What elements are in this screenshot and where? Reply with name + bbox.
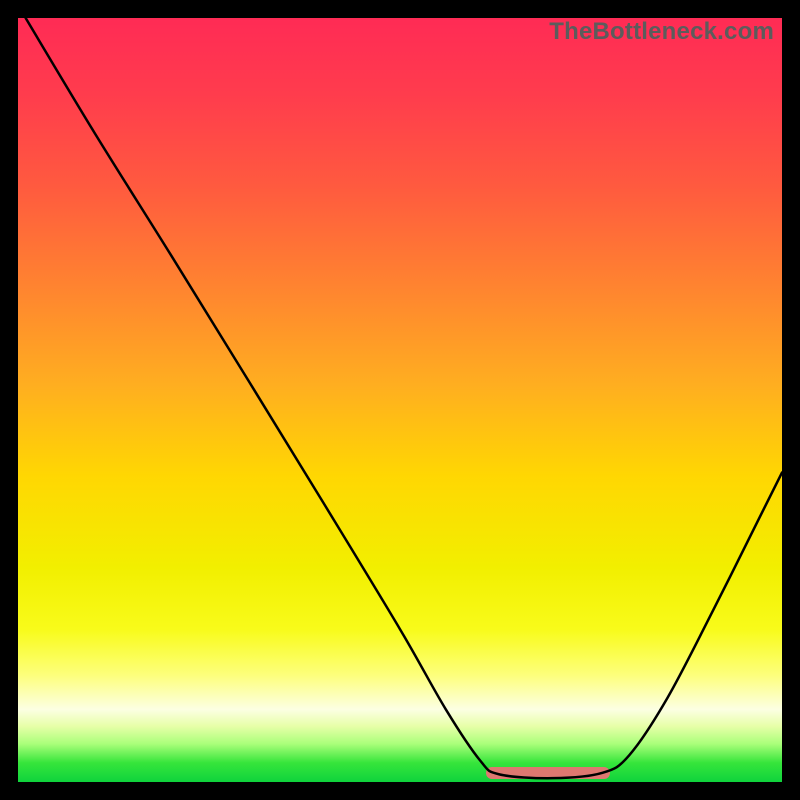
chart-frame: TheBottleneck.com — [0, 0, 800, 800]
watermark-text: TheBottleneck.com — [549, 18, 774, 46]
plot-area: TheBottleneck.com — [18, 18, 782, 782]
bottleneck-curve — [18, 18, 782, 782]
